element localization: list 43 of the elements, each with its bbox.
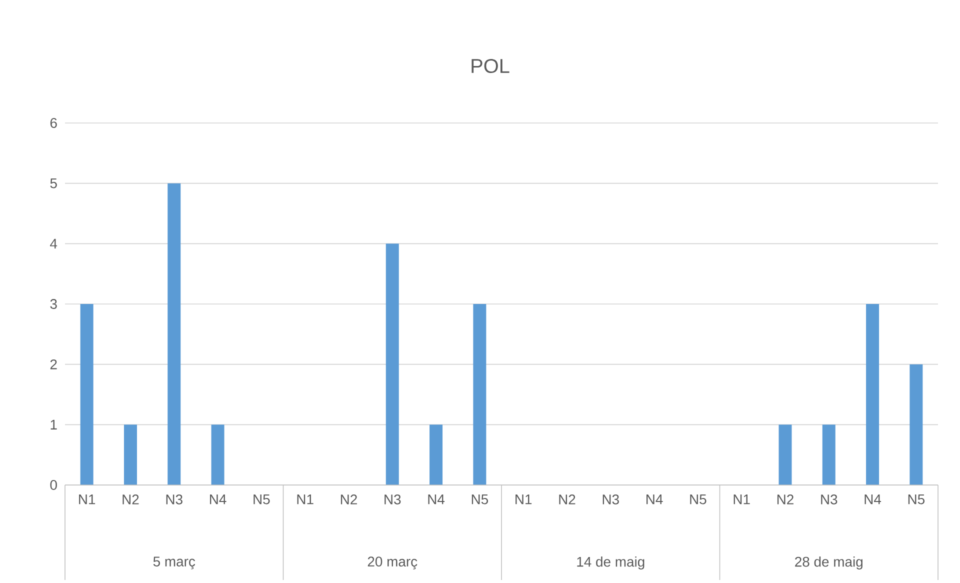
x-tick-label: N4 (428, 494, 445, 504)
x-tick-label: N1 (297, 494, 314, 504)
y-tick-label: 5 (50, 178, 57, 188)
chart-title: POL (472, 58, 510, 74)
text: 14 de maig (577, 556, 644, 570)
x-tick-label: N2 (559, 494, 576, 504)
text: 28 de maig (795, 556, 862, 570)
x-tick-label: N5 (254, 494, 270, 504)
x-tick-label: N4 (864, 494, 882, 504)
bar (386, 244, 399, 485)
y-tick-label: 1 (50, 420, 57, 430)
x-tick-label: N3 (602, 494, 619, 504)
bar (866, 304, 880, 485)
bar (211, 424, 224, 485)
y-tick-label: 4 (50, 238, 58, 248)
x-tick-label: N5 (472, 494, 488, 504)
text: 5 març (153, 556, 196, 570)
x-tick-label: N5 (690, 494, 706, 504)
y-tick-label: 3 (50, 299, 57, 309)
x-tick-label: N1 (516, 494, 532, 504)
bar (778, 424, 792, 485)
x-tick-label: N2 (777, 494, 794, 504)
x-tick-label: N3 (384, 494, 401, 504)
x-tick-label: N4 (210, 494, 226, 504)
bar (822, 424, 836, 485)
y-tick-label: 0 (50, 480, 57, 490)
bar (473, 304, 486, 485)
x-tick-label: N2 (122, 494, 139, 504)
bar (80, 304, 94, 485)
text: 20 març (368, 556, 418, 570)
x-tick-label: N1 (79, 494, 96, 504)
bar (430, 424, 443, 485)
bar (124, 424, 137, 485)
bar (168, 183, 181, 485)
x-tick-label: N1 (734, 494, 750, 504)
x-tick-label: N3 (821, 494, 838, 504)
bar (910, 364, 923, 485)
x-tick-label: N4 (646, 494, 663, 504)
y-tick-label: 6 (50, 118, 57, 128)
x-tick-label: N2 (340, 494, 357, 504)
y-tick-label: 2 (50, 359, 57, 370)
x-tick-label: N3 (166, 494, 182, 504)
x-tick-label: N5 (908, 494, 925, 504)
